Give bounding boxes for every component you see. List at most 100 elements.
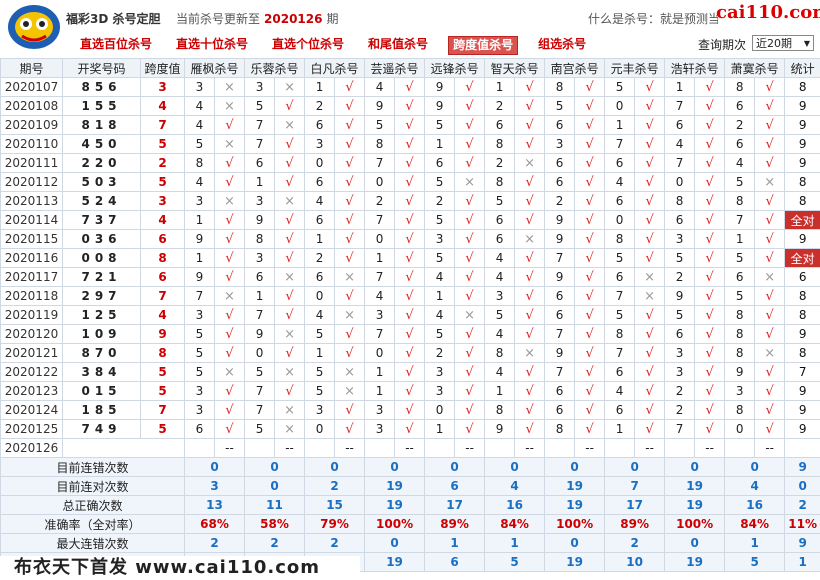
kill-number-cell: 4 bbox=[604, 172, 636, 192]
check-icon: √ bbox=[694, 343, 726, 363]
issue-cell: 2020112 bbox=[0, 172, 63, 192]
check-icon: √ bbox=[634, 343, 666, 363]
kill-number-cell: 2 bbox=[484, 153, 516, 173]
site-logo-text[interactable]: cai110.com bbox=[716, 2, 820, 23]
span-value-cell: 8 bbox=[140, 248, 185, 268]
stats-total: 0 bbox=[784, 476, 820, 496]
check-icon: √ bbox=[394, 191, 426, 211]
check-icon: √ bbox=[394, 419, 426, 439]
nav-tab-0[interactable]: 直选百位杀号 bbox=[80, 37, 153, 51]
kill-number-cell: 2 bbox=[664, 400, 696, 420]
nav-tab-4[interactable]: 跨度值杀号 bbox=[448, 36, 519, 55]
cross-icon: × bbox=[274, 362, 306, 382]
stats-label: 目前连错次数 bbox=[0, 457, 185, 477]
check-icon: √ bbox=[634, 248, 666, 268]
table-row: 2020116 008 8 1 √ 3 √ 2 √ 1 √ 5 √ 4 √ 7 √ 5 √ 5 √ 5 √ 全对 bbox=[0, 248, 820, 268]
kill-number-cell: 2 bbox=[364, 191, 396, 211]
kill-number-cell: 7 bbox=[604, 286, 636, 306]
kill-number-cell: 5 bbox=[184, 362, 215, 382]
check-icon: √ bbox=[574, 400, 606, 420]
nav-tab-1[interactable]: 直选十位杀号 bbox=[176, 37, 249, 51]
check-icon: √ bbox=[274, 172, 306, 192]
kill-number-cell: 0 bbox=[364, 229, 396, 249]
check-icon: √ bbox=[334, 153, 366, 173]
check-icon: √ bbox=[274, 96, 306, 116]
table-row: 2020119 125 4 3 √ 7 √ 4 × 3 √ 4 × 5 √ 6 √ 5 √ 5 √ 8 √ 8 bbox=[0, 305, 820, 325]
stats-value: 13 bbox=[183, 495, 246, 515]
column-header: 萧寞杀号 bbox=[724, 58, 786, 78]
issue-cell: 2020108 bbox=[0, 96, 63, 116]
cross-icon: × bbox=[274, 324, 306, 344]
query-period-value: 近20期 bbox=[756, 37, 792, 50]
check-icon: √ bbox=[394, 248, 426, 268]
kill-number-cell: 4 bbox=[184, 172, 215, 192]
check-icon: √ bbox=[454, 362, 486, 382]
cross-icon: × bbox=[274, 191, 306, 211]
kill-number-cell: 8 bbox=[244, 229, 276, 249]
draw-number-cell: 450 bbox=[62, 134, 141, 154]
check-icon: √ bbox=[574, 210, 606, 230]
check-icon: √ bbox=[754, 134, 786, 154]
nav-tab-3[interactable]: 和尾值杀号 bbox=[368, 37, 429, 51]
kill-number-cell: 1 bbox=[304, 343, 336, 363]
column-header: 远锋杀号 bbox=[424, 58, 486, 78]
kill-number-cell: 1 bbox=[304, 229, 336, 249]
check-icon: √ bbox=[574, 229, 606, 249]
stats-value: 17 bbox=[424, 495, 486, 515]
stats-value: 100% bbox=[664, 514, 726, 534]
table-row: 2020110 450 5 5 × 7 √ 3 √ 8 √ 1 √ 8 √ 3 √ 7 √ 4 √ 6 √ 9 bbox=[0, 134, 820, 154]
kill-number-cell: 9 bbox=[424, 77, 456, 97]
kill-number-cell: 3 bbox=[184, 77, 215, 97]
kill-number-cell: 3 bbox=[424, 381, 456, 401]
span-value-cell: 6 bbox=[140, 267, 185, 287]
check-icon: √ bbox=[694, 115, 726, 135]
kill-number-cell: 7 bbox=[664, 419, 696, 439]
kill-number-cell: 2 bbox=[664, 381, 696, 401]
stat-cell: 9 bbox=[784, 153, 820, 173]
column-header: 乐蓉杀号 bbox=[244, 58, 306, 78]
check-icon: √ bbox=[634, 324, 666, 344]
stats-value: 0 bbox=[724, 457, 786, 477]
check-icon: √ bbox=[394, 96, 426, 116]
check-icon: √ bbox=[634, 96, 666, 116]
check-icon: √ bbox=[454, 324, 486, 344]
check-icon: √ bbox=[754, 153, 786, 173]
nav-tab-5[interactable]: 组选杀号 bbox=[538, 37, 587, 51]
check-icon: √ bbox=[394, 77, 426, 97]
issue-cell: 2020111 bbox=[0, 153, 63, 173]
kill-number-cell: 8 bbox=[724, 324, 756, 344]
kill-number-cell: 5 bbox=[664, 248, 696, 268]
kill-number-cell: 0 bbox=[304, 153, 336, 173]
span-value-cell: 3 bbox=[140, 77, 185, 97]
stats-value: 0 bbox=[183, 457, 246, 477]
kill-number-cell: 5 bbox=[184, 134, 215, 154]
check-icon: √ bbox=[634, 362, 666, 382]
kill-number-cell: 4 bbox=[484, 248, 516, 268]
kill-number-cell: 7 bbox=[664, 153, 696, 173]
check-icon: √ bbox=[514, 134, 546, 154]
check-icon: √ bbox=[514, 324, 546, 344]
query-period-select[interactable]: 近20期 ▼ bbox=[752, 35, 814, 51]
cross-icon: × bbox=[754, 172, 786, 192]
kill-number-cell: 5 bbox=[244, 419, 276, 439]
what-is-link[interactable]: 什么是杀号：就是预测当 bbox=[588, 12, 718, 26]
check-icon: √ bbox=[754, 229, 786, 249]
stat-cell: 8 bbox=[784, 305, 820, 325]
check-icon: √ bbox=[694, 191, 726, 211]
issue-cell: 2020123 bbox=[0, 381, 63, 401]
nav-tab-2[interactable]: 直选个位杀号 bbox=[272, 37, 345, 51]
issue-cell: 2020115 bbox=[0, 229, 63, 249]
kill-number-cell: 3 bbox=[304, 400, 336, 420]
kill-number-cell: 1 bbox=[424, 286, 456, 306]
check-icon: √ bbox=[754, 305, 786, 325]
kill-number-cell: 5 bbox=[424, 210, 456, 230]
current-kill-number: 3 bbox=[244, 438, 276, 458]
kill-number-cell: 8 bbox=[664, 191, 696, 211]
stats-value: 19 bbox=[544, 495, 606, 515]
kill-number-cell: 5 bbox=[724, 248, 756, 268]
kill-number-cell: 0 bbox=[304, 286, 336, 306]
check-icon: √ bbox=[634, 400, 666, 420]
check-icon: √ bbox=[634, 115, 666, 135]
stats-total: 1 bbox=[784, 552, 820, 572]
check-icon: √ bbox=[754, 419, 786, 439]
